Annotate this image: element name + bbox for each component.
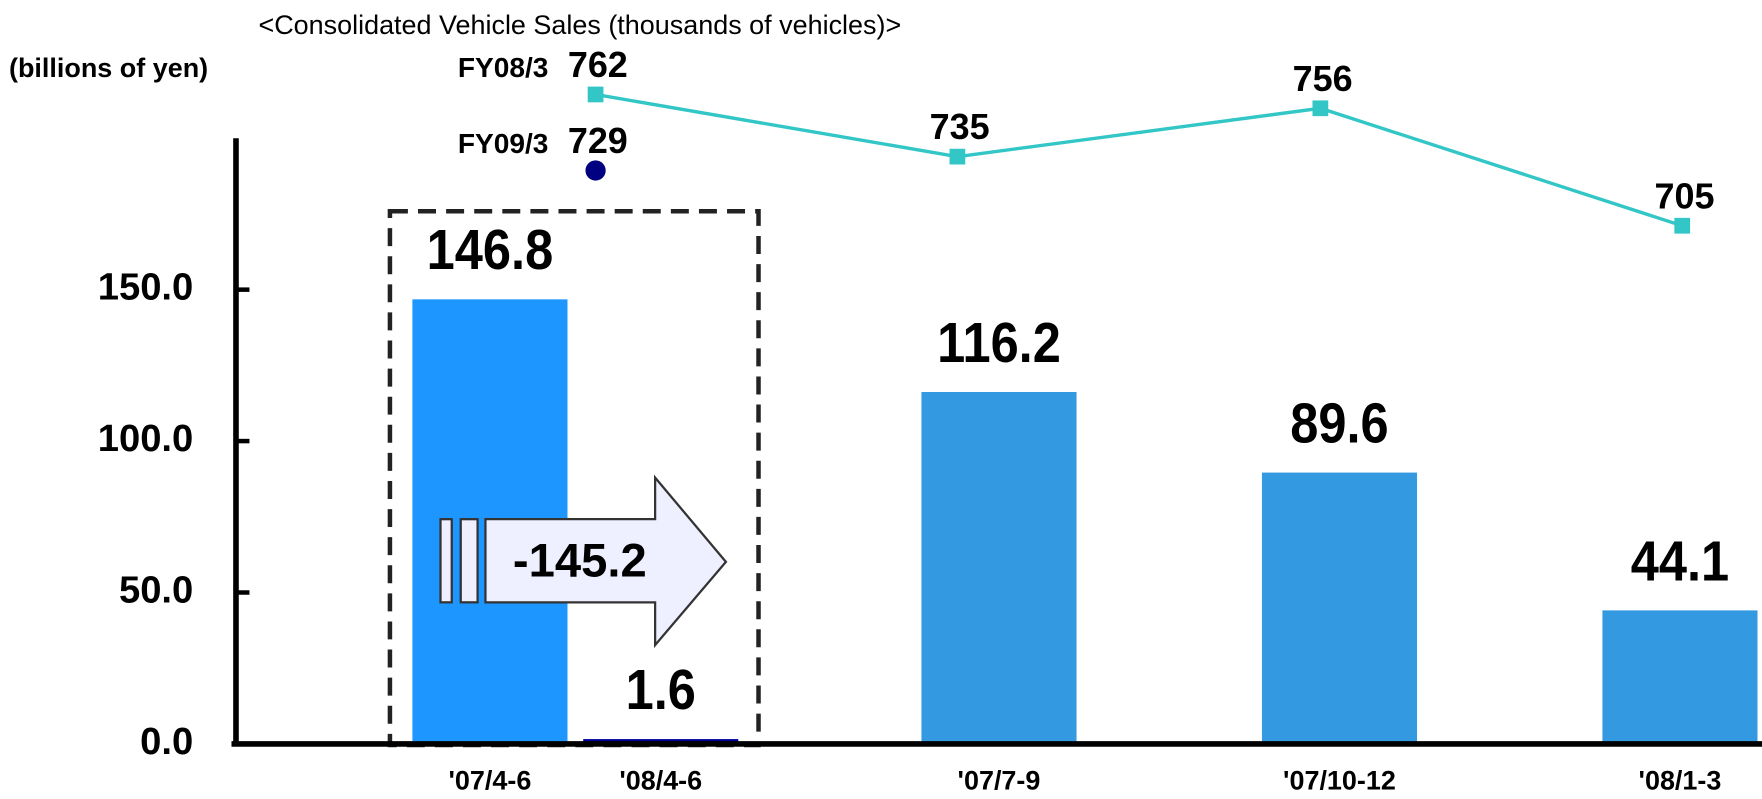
point-value-label: 762 [568,44,628,85]
point-value-label: 735 [930,106,990,147]
y-tick-label: 150.0 [98,266,194,309]
x-tick-label: '07/7-9 [958,765,1041,795]
x-tick-label: '07/4-6 [449,765,532,795]
point-value-label: 729 [568,120,628,161]
bar-value-label: 44.1 [1631,531,1729,593]
bar-value-label: 116.2 [937,313,1061,375]
arrow [484,474,728,649]
line-marker [1674,217,1691,234]
change-annotation: -145.2 [513,535,647,588]
legend-label: FY09/3 [458,128,549,159]
y-tick-label: 50.0 [119,569,193,612]
line-marker [1312,100,1329,117]
y-tick-label: 0.0 [140,720,193,763]
chart-title: <Consolidated Vehicle Sales (thousands o… [258,10,901,40]
bar [1261,472,1418,744]
bar-value-label: 146.8 [427,220,554,282]
point-value-label: 756 [1293,58,1353,99]
bar [1602,610,1758,744]
arrow-tail [459,518,479,604]
x-tick-label: '07/10-12 [1283,765,1396,795]
arrow-tail [439,518,453,604]
bar-value-label: 1.6 [626,660,696,722]
highlight-box [387,209,761,748]
point-value-label: 705 [1654,175,1714,216]
legend-label: FY08/3 [458,52,549,83]
x-tick-label: '08/1-3 [1639,765,1722,795]
bar-value-label: 89.6 [1290,393,1388,455]
y-axis-label: (billions of yen) [9,53,208,83]
sales-line [595,92,1683,228]
y-tick-label: 100.0 [98,417,194,460]
point-marker [585,160,606,181]
bar [921,392,1077,744]
x-tick-label: '08/4-6 [619,765,702,795]
line-marker [587,86,604,103]
line-marker [949,148,966,165]
